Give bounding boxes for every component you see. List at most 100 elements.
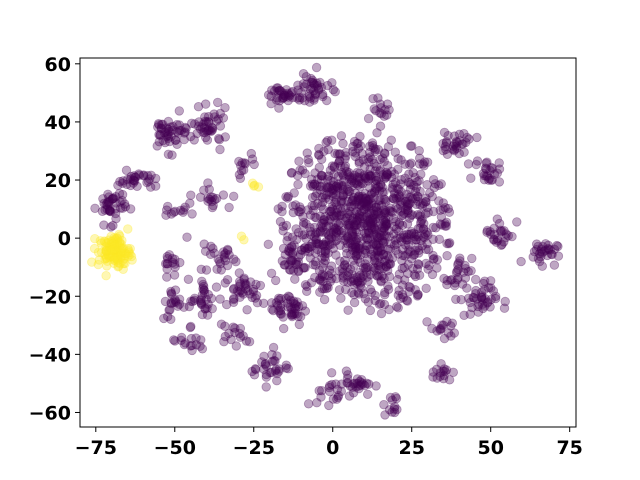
data-point (373, 207, 383, 217)
data-point (370, 144, 381, 155)
data-point (363, 276, 373, 286)
data-point (416, 218, 426, 228)
data-point (117, 189, 128, 200)
data-point (404, 169, 414, 179)
data-point (293, 266, 304, 276)
data-point (375, 154, 385, 165)
data-point (340, 235, 350, 246)
data-point (273, 83, 283, 93)
data-point (309, 222, 320, 233)
data-point (302, 79, 312, 89)
data-point (291, 309, 302, 319)
data-point (415, 200, 425, 210)
data-point (155, 130, 165, 141)
data-point (355, 131, 365, 142)
data-point (371, 105, 381, 116)
data-point (296, 204, 306, 215)
data-point (118, 176, 128, 186)
data-point (439, 333, 450, 344)
data-point (281, 192, 291, 202)
data-point (376, 108, 387, 119)
data-point (418, 159, 428, 169)
data-point (319, 241, 330, 251)
data-point (371, 202, 381, 212)
data-point (352, 212, 363, 222)
data-point (387, 166, 397, 177)
data-point (397, 263, 407, 274)
data-point (416, 169, 426, 180)
data-point (310, 89, 321, 100)
data-point (121, 165, 132, 176)
data-point (375, 261, 386, 272)
data-point (259, 364, 269, 374)
data-point (397, 220, 408, 231)
data-point (394, 218, 405, 228)
data-point (302, 148, 312, 158)
data-point (383, 160, 393, 171)
data-point (472, 132, 482, 143)
data-point (318, 239, 329, 249)
data-point (383, 259, 394, 270)
data-point (299, 243, 310, 253)
data-point (252, 298, 263, 308)
data-point (394, 184, 404, 194)
data-point (290, 304, 301, 314)
y-tick-label: 0 (58, 228, 71, 250)
data-point (363, 173, 373, 184)
data-point (374, 270, 384, 281)
data-point (310, 212, 320, 222)
data-point (289, 308, 300, 319)
data-point (332, 204, 343, 214)
data-point (345, 186, 355, 197)
data-point (331, 189, 341, 200)
data-point (187, 340, 197, 351)
data-point (371, 270, 382, 281)
data-point (333, 183, 343, 194)
data-point (108, 220, 118, 231)
data-point (168, 121, 178, 132)
data-point (369, 229, 379, 240)
data-point (316, 170, 327, 181)
data-point (362, 208, 373, 219)
data-point (169, 270, 180, 280)
data-point (404, 245, 414, 255)
data-point (402, 189, 412, 200)
data-point (319, 214, 329, 225)
data-point (442, 316, 452, 327)
data-point (440, 202, 450, 213)
data-point (501, 232, 511, 243)
data-point (349, 297, 360, 308)
data-point (134, 169, 144, 179)
data-point (381, 219, 391, 229)
data-point (366, 189, 376, 200)
data-point (352, 216, 363, 226)
data-point (446, 275, 456, 285)
data-point (331, 210, 342, 221)
data-point (322, 283, 332, 294)
data-point (287, 304, 297, 314)
data-point (442, 250, 452, 261)
data-point (549, 244, 560, 255)
data-point (203, 178, 213, 188)
data-point (337, 264, 348, 274)
data-point (348, 146, 358, 157)
data-point (372, 206, 382, 216)
data-point (492, 168, 503, 178)
data-point (540, 239, 551, 249)
data-point (208, 200, 218, 211)
data-point (383, 244, 393, 255)
data-point (321, 236, 331, 247)
data-point (273, 204, 283, 214)
data-point (327, 183, 337, 194)
data-point (197, 290, 208, 300)
data-point (245, 277, 256, 287)
data-point (207, 196, 217, 207)
data-point (477, 295, 488, 305)
data-point (272, 300, 283, 310)
data-point (249, 370, 260, 380)
data-point (283, 95, 293, 106)
data-point (479, 284, 490, 295)
data-point (354, 384, 364, 394)
data-point (285, 255, 296, 265)
data-point (497, 239, 507, 250)
